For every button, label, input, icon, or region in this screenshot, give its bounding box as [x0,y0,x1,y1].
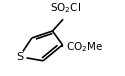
Text: CO$_2$Me: CO$_2$Me [66,40,103,54]
Text: SO$_2$Cl: SO$_2$Cl [50,1,81,15]
Text: S: S [16,52,23,62]
